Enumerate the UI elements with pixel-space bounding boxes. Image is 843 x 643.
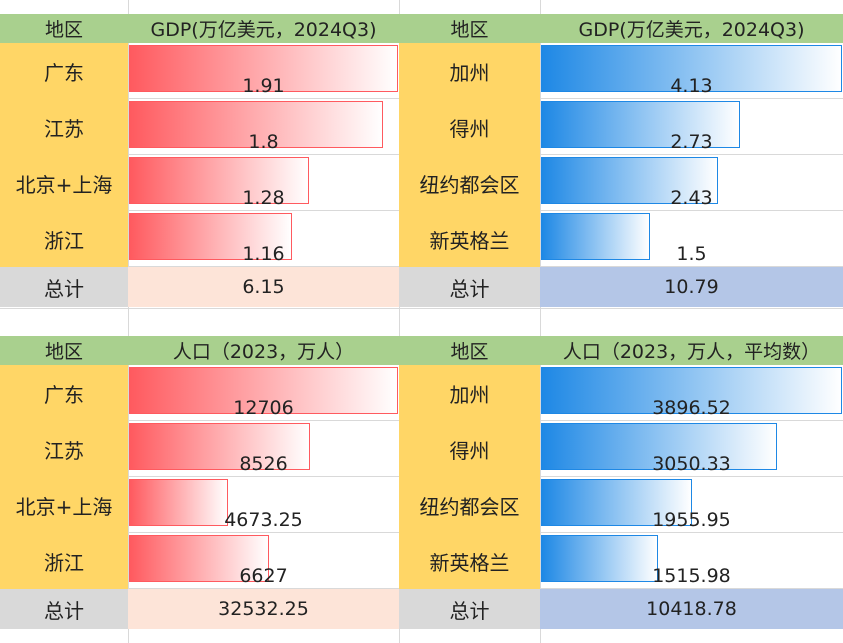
grid-line-horizontal: [0, 308, 843, 309]
data-value-label: 1.5: [676, 243, 707, 265]
data-value-label: 1.28: [242, 187, 285, 209]
region-label[interactable]: 江苏: [0, 421, 128, 477]
row-divider: [128, 98, 399, 99]
region-label[interactable]: 纽约都会区: [399, 477, 540, 533]
data-bar: [541, 423, 777, 470]
data-value-label: 12706: [233, 397, 294, 419]
data-bar: [129, 367, 398, 414]
row-divider: [540, 476, 843, 477]
data-bar: [541, 101, 740, 148]
total-value: 10418.78: [540, 589, 843, 629]
grid-line-vertical: [540, 0, 541, 643]
total-label: 总计: [399, 589, 540, 629]
data-bar: [129, 101, 383, 148]
row-divider: [540, 588, 843, 589]
row-divider: [540, 98, 843, 99]
header-region-cell: 地区: [0, 14, 128, 43]
data-value-label: 4673.25: [224, 509, 303, 531]
data-value-label: 1515.98: [652, 565, 731, 587]
data-value-label: 3050.33: [652, 453, 731, 475]
total-value: 10.79: [540, 267, 843, 307]
data-bar: [541, 535, 659, 582]
header-value-cell: GDP(万亿美元，2024Q3): [128, 14, 399, 43]
header-region-cell: 地区: [399, 14, 540, 43]
header-value-cell: 人口（2023，万人，平均数）: [540, 336, 843, 365]
region-label[interactable]: 北京+上海: [0, 155, 128, 211]
data-value-label: 1.8: [248, 131, 279, 153]
data-value-label: 3896.52: [652, 397, 731, 419]
row-divider: [128, 154, 399, 155]
row-divider: [128, 532, 399, 533]
row-divider: [540, 532, 843, 533]
row-divider: [540, 210, 843, 211]
data-value-label: 1.91: [242, 75, 285, 97]
region-label[interactable]: 江苏: [0, 99, 128, 155]
region-label[interactable]: 北京+上海: [0, 477, 128, 533]
data-value-label: 2.43: [670, 187, 713, 209]
region-label[interactable]: 广东: [0, 43, 128, 99]
row-divider: [540, 420, 843, 421]
region-label[interactable]: 新英格兰: [399, 211, 540, 267]
region-label[interactable]: 浙江: [0, 533, 128, 589]
region-label[interactable]: 纽约都会区: [399, 155, 540, 211]
data-value-label: 1955.95: [652, 509, 731, 531]
header-region-cell: 地区: [399, 336, 540, 365]
data-bar: [541, 45, 842, 92]
grid-line-vertical: [399, 0, 400, 643]
row-divider: [128, 476, 399, 477]
data-bar: [129, 479, 228, 526]
region-label[interactable]: 加州: [399, 43, 540, 99]
grid-line-vertical: [128, 0, 129, 643]
data-bar: [541, 367, 842, 414]
region-label[interactable]: 新英格兰: [399, 533, 540, 589]
row-divider: [128, 210, 399, 211]
total-label: 总计: [399, 267, 540, 307]
data-bar: [129, 45, 398, 92]
total-label: 总计: [0, 267, 128, 307]
region-label[interactable]: 广东: [0, 365, 128, 421]
data-value-label: 1.16: [242, 243, 285, 265]
header-value-cell: GDP(万亿美元，2024Q3): [540, 14, 843, 43]
data-bar: [129, 213, 293, 260]
region-label[interactable]: 浙江: [0, 211, 128, 267]
data-value-label: 4.13: [670, 75, 713, 97]
row-divider: [128, 588, 399, 589]
region-label[interactable]: 加州: [399, 365, 540, 421]
data-bar: [129, 423, 310, 470]
row-divider: [128, 420, 399, 421]
region-label[interactable]: 得州: [399, 421, 540, 477]
data-bar: [541, 213, 651, 260]
region-label[interactable]: 得州: [399, 99, 540, 155]
data-value-label: 6627: [239, 565, 288, 587]
data-bar: [129, 535, 270, 582]
data-value-label: 2.73: [670, 131, 713, 153]
row-divider: [540, 154, 843, 155]
total-label: 总计: [0, 589, 128, 629]
header-region-cell: 地区: [0, 336, 128, 365]
data-value-label: 8526: [239, 453, 288, 475]
total-value: 32532.25: [128, 589, 399, 629]
header-value-cell: 人口（2023，万人）: [128, 336, 399, 365]
row-divider: [128, 266, 399, 267]
total-value: 6.15: [128, 267, 399, 307]
row-divider: [540, 266, 843, 267]
data-bar: [129, 157, 310, 204]
data-bar: [541, 157, 719, 204]
data-bar: [541, 479, 693, 526]
